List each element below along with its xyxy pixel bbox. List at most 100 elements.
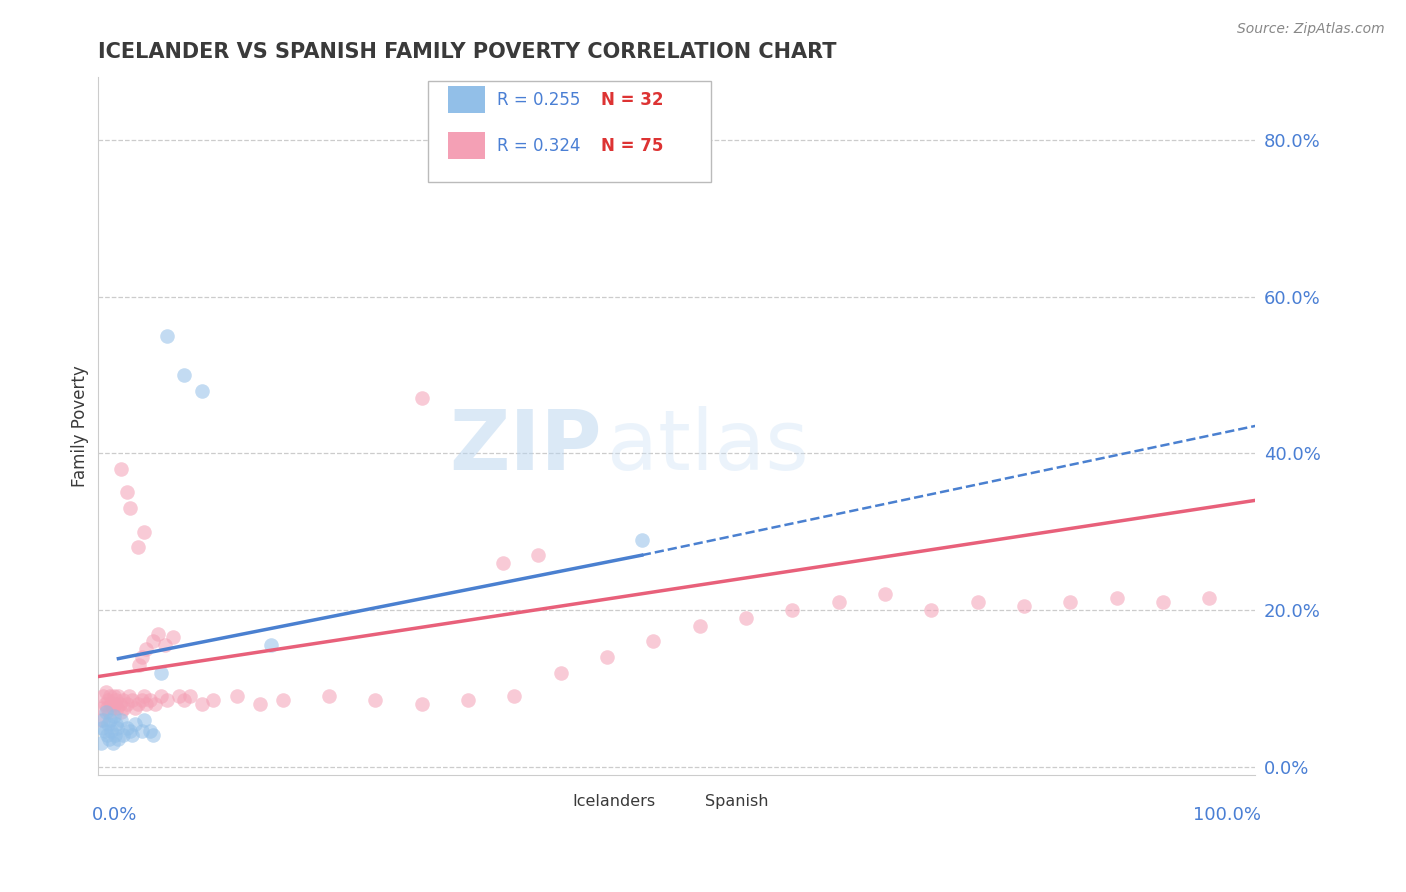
- Point: [138, 693, 160, 707]
- Point: [135, 697, 157, 711]
- Point: [411, 392, 433, 406]
- Text: ZIP: ZIP: [449, 407, 602, 487]
- Point: [115, 485, 138, 500]
- Point: [107, 690, 129, 704]
- Point: [93, 690, 115, 704]
- Y-axis label: Family Poverty: Family Poverty: [72, 365, 89, 487]
- Point: [873, 587, 896, 601]
- Point: [146, 626, 169, 640]
- Point: [150, 665, 173, 680]
- FancyBboxPatch shape: [449, 87, 485, 113]
- Point: [364, 693, 387, 707]
- Point: [131, 650, 153, 665]
- Point: [105, 721, 128, 735]
- Text: N = 75: N = 75: [602, 136, 664, 154]
- Point: [202, 693, 225, 707]
- FancyBboxPatch shape: [427, 80, 711, 182]
- Point: [132, 713, 155, 727]
- Point: [118, 724, 141, 739]
- Point: [128, 657, 150, 672]
- Point: [127, 697, 149, 711]
- Point: [107, 732, 129, 747]
- Point: [105, 701, 128, 715]
- FancyBboxPatch shape: [536, 793, 565, 811]
- Point: [135, 642, 157, 657]
- Point: [503, 690, 526, 704]
- Point: [966, 595, 988, 609]
- Point: [91, 701, 114, 715]
- Point: [643, 634, 665, 648]
- Text: 0.0%: 0.0%: [91, 806, 138, 824]
- Point: [689, 618, 711, 632]
- Text: R = 0.324: R = 0.324: [498, 136, 581, 154]
- Point: [100, 724, 122, 739]
- Point: [105, 693, 128, 707]
- Point: [526, 548, 548, 562]
- Point: [94, 705, 117, 719]
- Point: [735, 611, 758, 625]
- Point: [1012, 599, 1035, 613]
- Point: [98, 690, 121, 704]
- Point: [112, 701, 135, 715]
- Point: [104, 697, 127, 711]
- Point: [110, 713, 132, 727]
- Point: [457, 693, 479, 707]
- Text: Spanish: Spanish: [706, 794, 769, 809]
- Text: 100.0%: 100.0%: [1194, 806, 1261, 824]
- FancyBboxPatch shape: [668, 793, 699, 811]
- Point: [118, 501, 141, 516]
- Point: [96, 701, 118, 715]
- Point: [98, 732, 121, 747]
- Text: ICELANDER VS SPANISH FAMILY POVERTY CORRELATION CHART: ICELANDER VS SPANISH FAMILY POVERTY CORR…: [97, 42, 837, 62]
- Text: N = 32: N = 32: [602, 90, 664, 109]
- Point: [162, 631, 184, 645]
- Point: [1198, 591, 1220, 606]
- Point: [492, 556, 515, 570]
- Point: [260, 638, 283, 652]
- FancyBboxPatch shape: [449, 132, 485, 159]
- Point: [153, 638, 176, 652]
- Point: [124, 716, 146, 731]
- Point: [100, 697, 122, 711]
- Point: [91, 721, 114, 735]
- Point: [131, 724, 153, 739]
- Point: [1059, 595, 1081, 609]
- Point: [110, 462, 132, 476]
- Point: [782, 603, 804, 617]
- Point: [191, 384, 214, 398]
- Point: [97, 716, 120, 731]
- Text: Source: ZipAtlas.com: Source: ZipAtlas.com: [1237, 22, 1385, 37]
- Point: [156, 328, 179, 343]
- Point: [98, 713, 121, 727]
- Point: [121, 693, 143, 707]
- Point: [90, 713, 112, 727]
- Point: [108, 697, 131, 711]
- Point: [94, 685, 117, 699]
- Point: [105, 716, 128, 731]
- Point: [150, 690, 173, 704]
- Point: [97, 693, 120, 707]
- Point: [173, 693, 195, 707]
- Point: [191, 697, 214, 711]
- Point: [1152, 595, 1174, 609]
- Point: [156, 693, 179, 707]
- Point: [142, 634, 165, 648]
- Point: [827, 595, 849, 609]
- Point: [271, 693, 294, 707]
- Point: [118, 690, 141, 704]
- Point: [112, 728, 135, 742]
- Point: [98, 705, 121, 719]
- Point: [630, 533, 652, 547]
- Point: [173, 368, 195, 382]
- Point: [142, 728, 165, 742]
- Point: [112, 693, 135, 707]
- Point: [132, 690, 155, 704]
- Point: [550, 665, 572, 680]
- Point: [596, 650, 619, 665]
- Point: [103, 708, 125, 723]
- Text: R = 0.255: R = 0.255: [498, 90, 581, 109]
- Point: [179, 690, 201, 704]
- Text: Icelanders: Icelanders: [572, 794, 655, 809]
- Point: [110, 705, 132, 719]
- Point: [167, 690, 190, 704]
